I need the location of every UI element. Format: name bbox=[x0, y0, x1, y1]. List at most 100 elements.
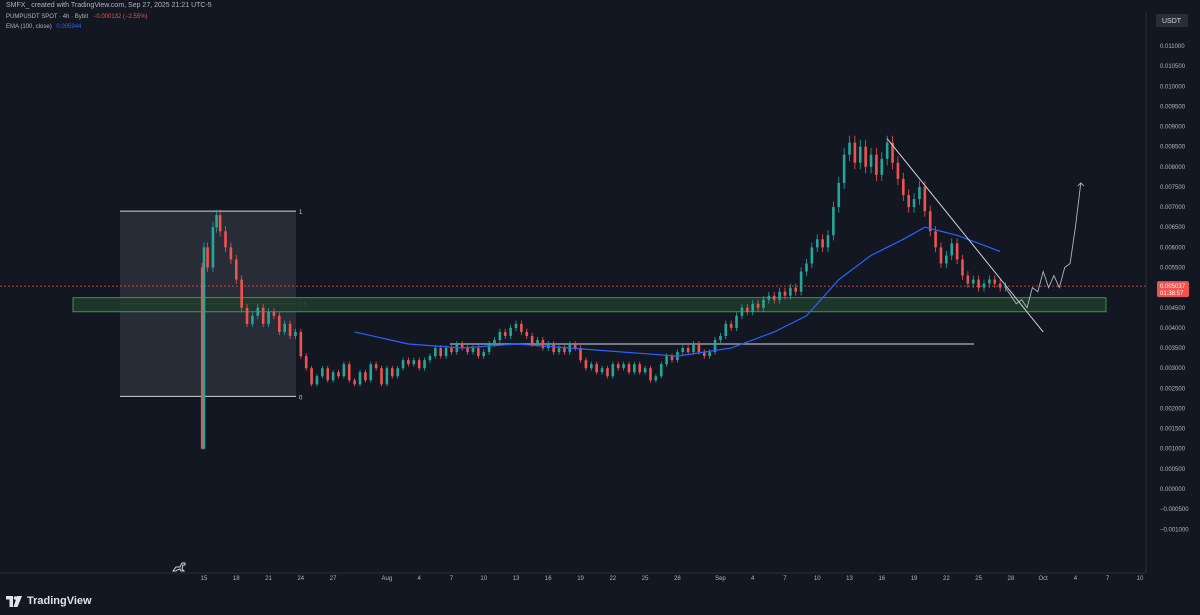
candle-body bbox=[202, 247, 206, 449]
candle-body bbox=[934, 231, 937, 248]
candle-body bbox=[858, 146, 862, 163]
candle-body bbox=[450, 348, 453, 353]
candle-body bbox=[902, 178, 905, 196]
candle-body bbox=[638, 364, 642, 373]
candle-body bbox=[261, 307, 265, 324]
currency-badge bbox=[1156, 14, 1188, 27]
projection-arrowhead bbox=[1077, 182, 1085, 187]
ema-value: 0.005944 bbox=[56, 24, 82, 30]
tradingview-logo-icon bbox=[6, 595, 22, 607]
tradingview-logo[interactable]: TradingView bbox=[6, 595, 92, 607]
candle-body bbox=[912, 199, 916, 208]
candle-body bbox=[315, 376, 319, 385]
candle-body bbox=[606, 368, 609, 377]
candle-body bbox=[229, 247, 233, 260]
price-tick-label: 0.007000 bbox=[1160, 205, 1186, 211]
candle-body bbox=[885, 142, 889, 159]
candle-body bbox=[369, 364, 373, 381]
time-tick-label: 7 bbox=[450, 576, 454, 582]
candle-body bbox=[541, 339, 545, 349]
candle-body bbox=[206, 247, 209, 268]
time-tick-label: 19 bbox=[911, 576, 918, 582]
currency-label: USDT bbox=[1162, 18, 1182, 25]
candle-body bbox=[998, 283, 1002, 288]
candle-body bbox=[579, 348, 582, 361]
descending-trendline bbox=[886, 138, 1044, 333]
candle-body bbox=[961, 259, 964, 276]
candle-body bbox=[294, 331, 297, 336]
candle-body bbox=[810, 247, 814, 264]
candle-body bbox=[928, 211, 932, 232]
candle-body bbox=[390, 368, 394, 377]
price-tick-label: 0.003000 bbox=[1160, 366, 1186, 372]
countdown-label: 01:38:57 bbox=[1160, 291, 1184, 297]
change-text: −0.000132 (−2.55%) bbox=[92, 14, 148, 20]
time-tick-label: Sep bbox=[715, 576, 726, 582]
ema-label: EMA (100, close) bbox=[6, 24, 52, 30]
candle-body bbox=[353, 380, 356, 385]
footer: TradingView bbox=[0, 585, 1200, 615]
time-tick-label: 28 bbox=[674, 576, 681, 582]
brand-text: TradingView bbox=[27, 595, 92, 607]
candle-body bbox=[891, 142, 894, 163]
time-tick-label: 16 bbox=[545, 576, 552, 582]
candle-body bbox=[805, 263, 808, 272]
candle-body bbox=[880, 158, 884, 175]
candle-body bbox=[428, 356, 432, 361]
candle-body bbox=[412, 360, 416, 365]
candle-body bbox=[590, 364, 593, 369]
chart-header: SMFX_ created with TradingView.com, Sep … bbox=[0, 0, 1200, 12]
price-tick-label: 0.001500 bbox=[1160, 427, 1186, 433]
time-tick-label: 22 bbox=[943, 576, 950, 582]
candle-body bbox=[686, 348, 690, 353]
candle-body bbox=[875, 154, 878, 175]
candle-body bbox=[939, 247, 943, 264]
candle-body bbox=[821, 239, 824, 248]
symbol-legend[interactable]: PUMPUSDT SPOT · 4h · Bybit −0.000132 (−2… bbox=[6, 14, 151, 20]
candle-body bbox=[627, 364, 631, 373]
price-tick-label: 0.002000 bbox=[1160, 406, 1186, 412]
candle-body bbox=[767, 295, 771, 300]
candle-body bbox=[633, 364, 636, 373]
projection-path bbox=[1005, 182, 1082, 309]
price-tick-label: 0.010500 bbox=[1160, 64, 1186, 70]
candle-body bbox=[977, 279, 980, 288]
candle-body bbox=[616, 364, 620, 369]
time-tick-label: 22 bbox=[609, 576, 616, 582]
price-tick-label: 0.004500 bbox=[1160, 306, 1186, 312]
candle-body bbox=[514, 323, 518, 328]
candle-body bbox=[724, 323, 728, 336]
candle-body bbox=[896, 162, 900, 179]
candle-body bbox=[864, 146, 867, 167]
candle-body bbox=[681, 348, 685, 353]
ema-legend[interactable]: EMA (100, close) 0.005944 bbox=[6, 24, 84, 30]
candle-body bbox=[740, 307, 744, 316]
candle-body bbox=[988, 279, 991, 284]
candle-body bbox=[460, 344, 464, 349]
candle-body bbox=[251, 315, 254, 324]
candle-body bbox=[272, 311, 276, 316]
candle-body bbox=[563, 348, 566, 353]
price-tick-label: 0.008000 bbox=[1160, 165, 1186, 171]
candle-body bbox=[234, 259, 238, 280]
candle-body bbox=[842, 154, 846, 183]
candle-body bbox=[659, 364, 663, 377]
created-by-text: SMFX_ created with TradingView.com, Sep … bbox=[6, 2, 212, 9]
time-tick-label: 13 bbox=[846, 576, 853, 582]
price-tick-label: 0.009000 bbox=[1160, 125, 1186, 131]
price-tick-label: 0.009500 bbox=[1160, 104, 1186, 110]
candle-body bbox=[536, 339, 539, 345]
candle-body bbox=[907, 195, 910, 208]
candle-body bbox=[278, 315, 281, 332]
candle-body bbox=[971, 279, 975, 284]
time-tick-label: 18 bbox=[233, 576, 240, 582]
candle-body bbox=[347, 364, 351, 381]
price-tick-label: 0.006000 bbox=[1160, 245, 1186, 251]
dinosaur-icon bbox=[172, 562, 186, 572]
candle-body bbox=[211, 227, 215, 268]
candle-body bbox=[423, 360, 426, 369]
time-tick-label: 10 bbox=[480, 576, 487, 582]
candle-body bbox=[417, 360, 421, 369]
price-tick-label: 0.007500 bbox=[1160, 185, 1186, 191]
